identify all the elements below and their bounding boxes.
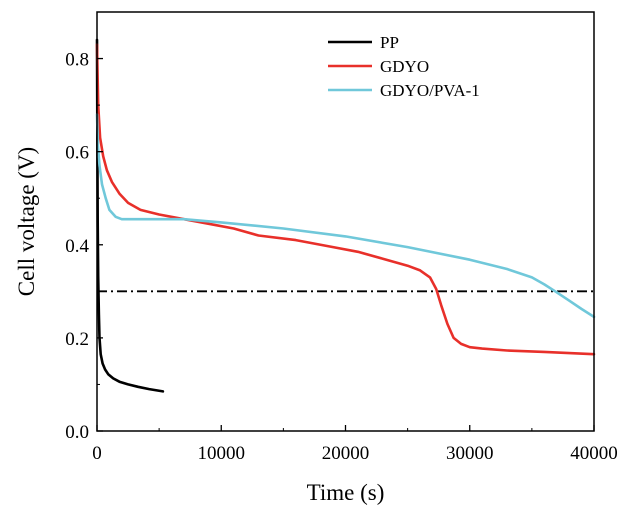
plot-frame bbox=[96, 11, 595, 432]
series-line bbox=[95, 43, 596, 356]
series-group bbox=[95, 38, 596, 393]
x-tick-label: 30000 bbox=[446, 443, 494, 464]
y-tick-label: 0.8 bbox=[65, 50, 89, 71]
x-tick-label: 0 bbox=[92, 443, 102, 464]
x-tick-label: 40000 bbox=[570, 443, 618, 464]
series-line bbox=[95, 113, 596, 319]
y-axis-title: Cell voltage (V) bbox=[14, 147, 39, 296]
legend-label: GDYO/PVA-1 bbox=[380, 81, 480, 100]
legend-label: GDYO bbox=[380, 57, 429, 76]
series-line bbox=[95, 38, 165, 393]
x-axis-title: Time (s) bbox=[307, 480, 385, 505]
x-axis: 0 10000 20000 30000 40000 bbox=[92, 425, 618, 464]
y-axis: 0.0 0.2 0.4 0.6 0.8 bbox=[65, 11, 103, 443]
legend: PP GDYO GDYO/PVA-1 bbox=[328, 33, 480, 100]
x-tick-label: 20000 bbox=[322, 443, 370, 464]
y-tick-label: 0.0 bbox=[65, 422, 89, 443]
x-tick-label: 10000 bbox=[198, 443, 246, 464]
y-tick-label: 0.6 bbox=[65, 143, 89, 164]
y-tick-label: 0.4 bbox=[65, 236, 89, 257]
y-tick-label: 0.2 bbox=[65, 329, 89, 350]
legend-label: PP bbox=[380, 33, 399, 52]
